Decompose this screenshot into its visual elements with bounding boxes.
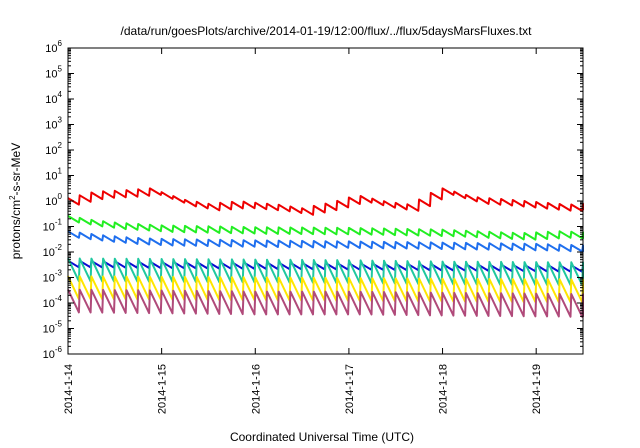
y-tick-label: 103 xyxy=(45,116,62,132)
y-tick-label: 105 xyxy=(45,65,62,81)
series-layer xyxy=(67,187,584,318)
x-tick-label: 2014-1-16 xyxy=(250,364,262,414)
x-tick-label: 2014-1-17 xyxy=(344,364,356,414)
y-tick-label: 10-5 xyxy=(43,320,63,336)
series-line-2 xyxy=(67,215,584,241)
chart-title: /data/run/goesPlots/archive/2014-01-19/1… xyxy=(121,24,533,38)
y-tick-label: 100 xyxy=(45,192,62,208)
y-tick-label: 101 xyxy=(45,167,62,183)
y-axis-label: protons/cm2-s-sr-MeV xyxy=(8,143,23,259)
series-line-5 xyxy=(67,257,584,287)
y-tick-label: 10-2 xyxy=(43,243,63,259)
series-line-6 xyxy=(67,275,584,304)
y-tick-label: 10-6 xyxy=(43,345,63,361)
y-axis: 10-6 10-5 10-4 10-3 10-2 10-1 100 101 102 103 104 1… xyxy=(43,39,583,361)
x-tick-label: 2014-1-18 xyxy=(438,364,450,414)
x-tick-label: 2014-1-14 xyxy=(63,364,75,414)
y-tick-label: 104 xyxy=(45,90,62,106)
y-tick-label: 10-3 xyxy=(43,269,63,285)
x-axis-label: Coordinated Universal Time (UTC) xyxy=(230,430,414,444)
series-line-3 xyxy=(67,230,584,253)
y-tick-label: 10-1 xyxy=(43,218,63,234)
y-tick-label: 10-4 xyxy=(43,294,63,310)
series-line-7 xyxy=(67,288,584,318)
x-tick-label: 2014-1-15 xyxy=(157,364,169,414)
series-line-1 xyxy=(67,187,584,216)
y-tick-label: 106 xyxy=(45,39,62,55)
x-tick-label: 2014-1-19 xyxy=(531,364,543,414)
x-axis: 2014-1-14 2014-1-15 2014-1-16 2014-1-17 2014… xyxy=(63,48,543,414)
y-tick-label: 102 xyxy=(45,141,62,157)
